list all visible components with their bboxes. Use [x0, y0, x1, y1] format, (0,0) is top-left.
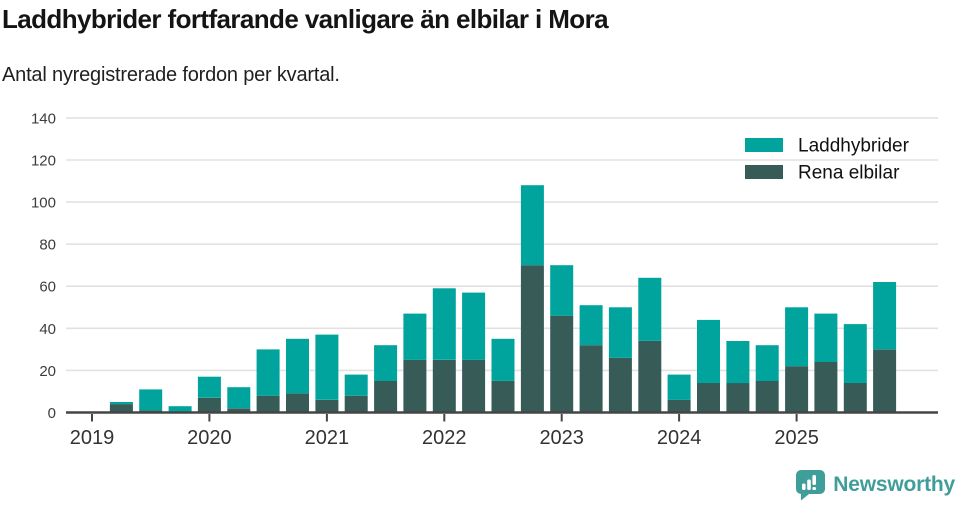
- icon-exclamation-dot: [812, 487, 817, 490]
- chart-subtitle: Antal nyregistrerade fordon per kvartal.: [2, 64, 340, 86]
- bar-segment-laddhybrider: [315, 334, 339, 400]
- bar-segment-laddhybrider: [344, 374, 368, 396]
- legend-swatch: [745, 165, 783, 179]
- bar-segment-laddhybrider: [755, 345, 779, 381]
- bar-segment-laddhybrider: [286, 338, 309, 394]
- bar-segment-laddhybrider: [697, 319, 720, 383]
- y-axis-tick-label: 80: [39, 237, 56, 254]
- newsworthy-logo-link[interactable]: Newsworthy: [793, 468, 955, 501]
- y-axis-tick-label: 40: [39, 321, 56, 338]
- bar-segment-rena-elbilar: [550, 315, 574, 413]
- bar-segment-rena-elbilar: [726, 383, 750, 413]
- bar-segment-laddhybrider: [785, 307, 809, 367]
- bar-segment-rena-elbilar: [432, 359, 456, 413]
- bar-segment-laddhybrider: [520, 185, 544, 266]
- bar-segment-laddhybrider: [139, 389, 163, 411]
- y-axis-tick-label: 120: [31, 153, 56, 170]
- bar-segment-rena-elbilar: [109, 404, 133, 413]
- bar-segment-rena-elbilar: [374, 380, 398, 413]
- bar-segment-laddhybrider: [197, 376, 221, 398]
- x-axis-tick-label: 2022: [422, 427, 467, 449]
- bar-segment-laddhybrider: [491, 338, 515, 381]
- bar-segment-laddhybrider: [109, 402, 133, 405]
- bar-segment-laddhybrider: [227, 387, 251, 409]
- bar-segment-laddhybrider: [638, 277, 662, 341]
- bar-segment-rena-elbilar: [315, 399, 339, 413]
- bar-segment-rena-elbilar: [697, 383, 720, 413]
- bar-segment-laddhybrider: [550, 265, 574, 316]
- newsworthy-bar-chart-icon: [796, 470, 826, 501]
- bar-segment-rena-elbilar: [462, 359, 486, 413]
- y-axis-tick-label: 100: [31, 195, 56, 212]
- icon-exclamation-bar: [812, 475, 817, 485]
- y-axis-tick-label: 20: [39, 363, 56, 380]
- legend-label: Rena elbilar: [798, 163, 900, 184]
- bar-segment-rena-elbilar: [286, 393, 309, 413]
- legend-swatch: [745, 138, 783, 152]
- bar-segment-laddhybrider: [432, 288, 456, 360]
- bar-segment-rena-elbilar: [638, 341, 662, 413]
- bar-segment-laddhybrider: [462, 292, 486, 360]
- bar-segment-rena-elbilar: [873, 349, 897, 413]
- bar-segment-laddhybrider: [168, 406, 192, 413]
- bar-segment-rena-elbilar: [579, 345, 603, 413]
- x-axis-tick-label: 2023: [539, 427, 584, 449]
- bar-segment-rena-elbilar: [227, 408, 251, 413]
- legend-label: Laddhybrider: [798, 136, 910, 157]
- bar-segment-rena-elbilar: [491, 380, 515, 413]
- bar-segment-laddhybrider: [726, 341, 750, 384]
- bar-segment-laddhybrider: [667, 374, 691, 400]
- bar-segment-rena-elbilar: [755, 380, 779, 413]
- bar-segment-rena-elbilar: [785, 366, 809, 413]
- bar-segment-rena-elbilar: [197, 397, 221, 413]
- bar-segment-rena-elbilar: [814, 362, 838, 413]
- chart-title: Laddhybrider fortfarande vanligare än el…: [2, 4, 609, 34]
- icon-bar-2: [807, 479, 812, 490]
- bar-segment-laddhybrider: [873, 282, 897, 350]
- bar-segment-laddhybrider: [608, 307, 632, 358]
- y-axis-tick-label: 140: [31, 110, 56, 127]
- bar-segment-rena-elbilar: [667, 399, 691, 413]
- y-axis-tick-label: 60: [39, 279, 56, 296]
- bar-segment-rena-elbilar: [256, 395, 280, 413]
- bar-segment-rena-elbilar: [520, 265, 544, 413]
- y-axis-tick-label: 0: [48, 405, 56, 422]
- chart-canvas: 0 20 40 60 80 100 120 140 2019 2020 2021 2022 2023 20…: [31, 110, 938, 449]
- x-axis-tick-label: 2021: [305, 427, 350, 449]
- bar-segment-laddhybrider: [814, 313, 838, 362]
- icon-bar-1: [802, 483, 806, 490]
- x-axis-tick-label: 2020: [187, 427, 232, 449]
- x-axis-tick-label: 2019: [70, 427, 115, 449]
- bar-segment-rena-elbilar: [843, 383, 867, 413]
- bar-segment-laddhybrider: [403, 313, 427, 360]
- x-axis-tick-label: 2025: [774, 427, 819, 449]
- bar-segment-laddhybrider: [843, 324, 867, 383]
- newsworthy-wordmark: Newsworthy: [833, 472, 955, 496]
- bar-segment-rena-elbilar: [403, 359, 427, 413]
- bar-segment-laddhybrider: [374, 345, 398, 381]
- bar-segment-laddhybrider: [256, 349, 280, 396]
- x-axis-tick-label: 2024: [657, 427, 702, 449]
- bar-segment-rena-elbilar: [344, 395, 368, 413]
- bar-segment-laddhybrider: [579, 305, 603, 346]
- bar-segment-rena-elbilar: [608, 357, 632, 413]
